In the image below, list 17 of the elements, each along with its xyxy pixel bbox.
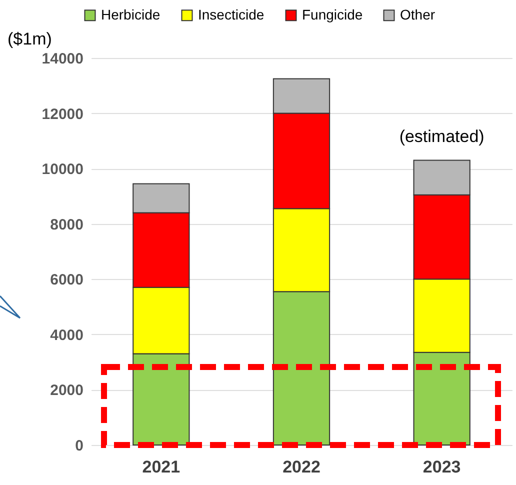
x-tick-label: 2023 <box>422 458 461 476</box>
x-tick-label: 2021 <box>142 458 180 476</box>
legend-label: Insecticide <box>198 6 264 22</box>
y-axis-title: ($1m) <box>8 30 52 48</box>
annotation: (estimated) <box>399 126 484 146</box>
y-tick-label: 4000 <box>50 326 84 344</box>
legend-label: Herbicide <box>101 6 160 22</box>
y-tick-label: 10000 <box>42 161 84 178</box>
y-tick-label: 12000 <box>42 106 84 123</box>
y-tick-label: 2000 <box>50 382 84 400</box>
legend-label: Fungicide <box>302 6 363 22</box>
legend-label: Other <box>400 6 436 22</box>
y-tick-label: 6000 <box>50 272 84 289</box>
y-tick-label: 8000 <box>50 216 84 234</box>
y-tick-label: 0 <box>75 438 84 454</box>
x-tick-label: 2022 <box>282 458 320 476</box>
y-tick-label: 14000 <box>42 50 84 68</box>
